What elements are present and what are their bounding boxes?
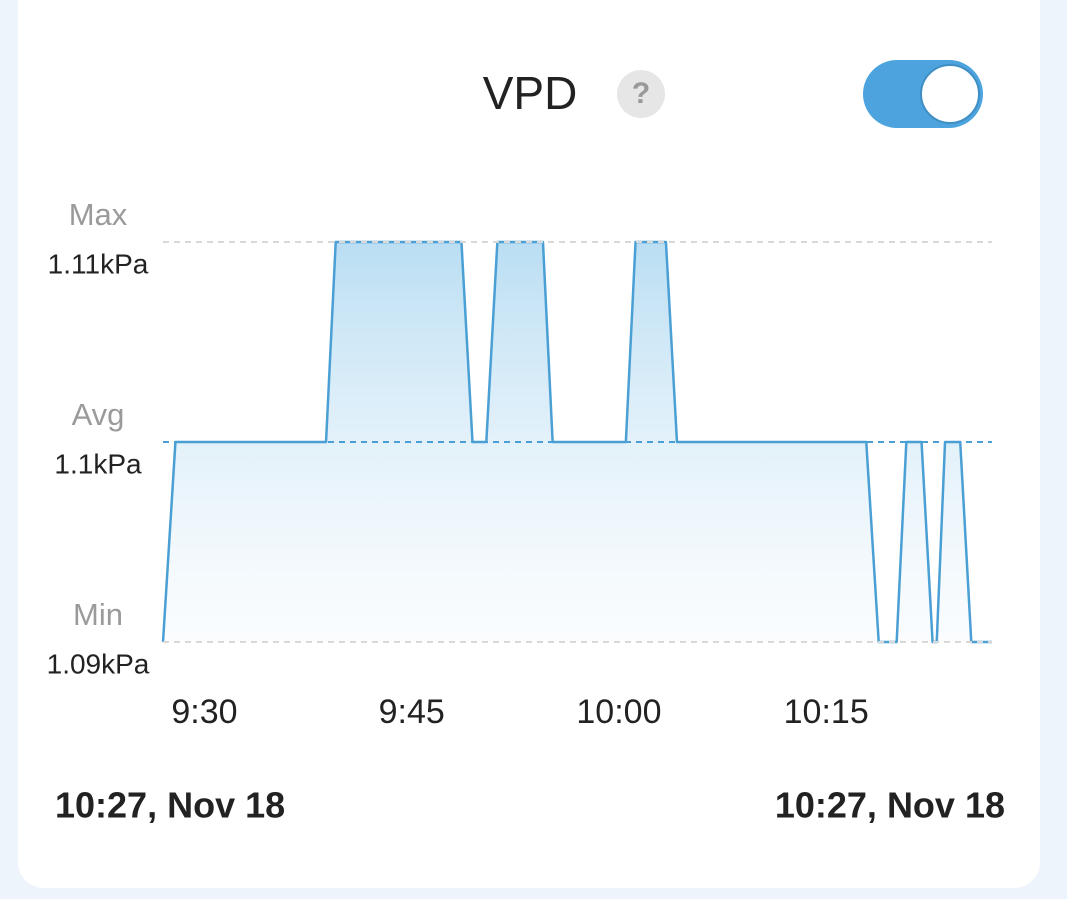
y-tick-label: 1.11kPa <box>48 248 149 279</box>
footer-end: 10:27, Nov 18 <box>775 785 1005 826</box>
x-tick-label: 9:30 <box>171 693 237 731</box>
toggle-knob[interactable] <box>920 64 980 124</box>
y-tick-label: 1.09kPa <box>47 648 150 679</box>
x-tick-label: 10:15 <box>784 693 869 731</box>
help-label[interactable]: ? <box>632 77 650 110</box>
y-tick-title: Min <box>73 597 123 632</box>
title: VPD <box>483 67 578 119</box>
y-tick-title: Avg <box>72 397 125 432</box>
y-tick-label: 1.1kPa <box>54 448 142 479</box>
help-icon[interactable] <box>617 70 665 118</box>
y-tick-title: Max <box>69 197 128 232</box>
x-tick-label: 10:00 <box>576 693 661 731</box>
footer-start: 10:27, Nov 18 <box>55 785 285 826</box>
toggle[interactable] <box>863 60 983 128</box>
x-tick-label: 9:45 <box>379 693 445 731</box>
help-button[interactable]: ? <box>617 70 665 118</box>
